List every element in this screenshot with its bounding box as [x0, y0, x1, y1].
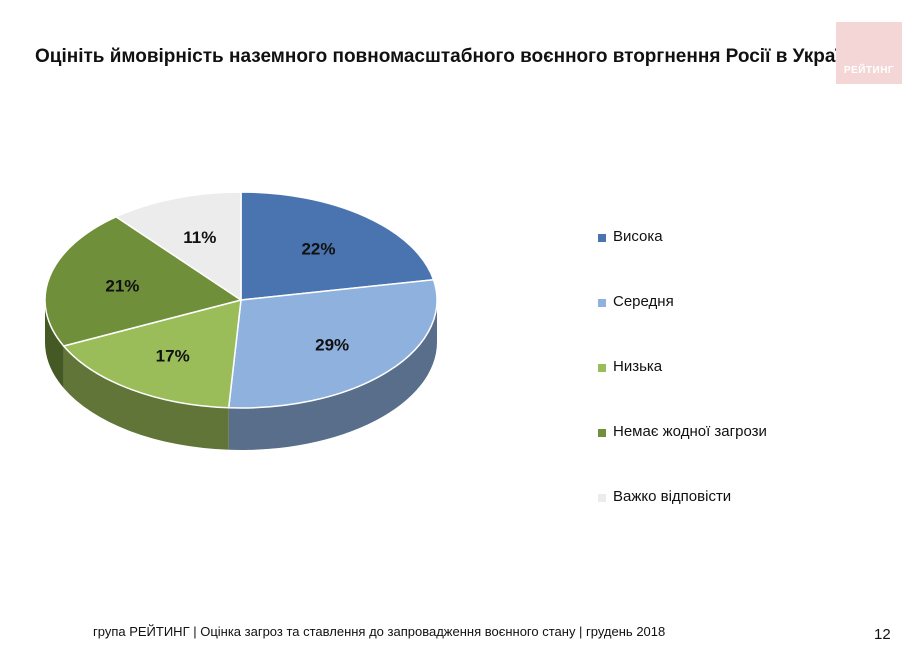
logo-text: РЕЙТИНГ — [843, 65, 895, 76]
pie-side-4 — [45, 300, 64, 388]
legend-label: Важко відповісти — [613, 488, 732, 505]
legend-label: Низька — [613, 358, 663, 375]
legend-item: Середня — [598, 293, 858, 358]
pie-tops — [44, 191, 438, 409]
legend-swatch — [598, 364, 606, 372]
legend-swatch — [598, 299, 606, 307]
pie-side-3 — [63, 345, 229, 450]
footer-text: група РЕЙТИНГ | Оцінка загроз та ставлен… — [93, 624, 666, 639]
legend-label: Немає жодної загрози — [613, 423, 767, 440]
legend-label: Середня — [613, 293, 674, 310]
pie-labels: 22% 29% 17% 21% 11% — [105, 228, 349, 365]
page-number: 12 — [874, 626, 891, 643]
slice-label-4: 21% — [105, 276, 139, 295]
legend-item: Важко відповісти — [598, 488, 858, 553]
legend-swatch — [598, 494, 606, 502]
slice-label-2: 29% — [315, 335, 349, 354]
pie-side-2 — [228, 300, 437, 450]
legend-item: Низька — [598, 358, 858, 423]
rating-logo: РЕЙТИНГ — [836, 22, 902, 84]
slice-label-3: 17% — [156, 346, 190, 365]
chart-legend: Висока Середня Низька Немає жодної загрози В… — [598, 228, 858, 553]
pie-slice-3 — [62, 298, 242, 409]
pie-sides — [45, 300, 437, 450]
legend-item: Немає жодної загрози — [598, 423, 858, 488]
pie-slice-2 — [227, 278, 438, 409]
slice-label-5: 11% — [183, 228, 216, 247]
chart-title: Оцініть ймовірність наземного повномасшт… — [35, 46, 875, 67]
pie-slice-1 — [240, 191, 435, 301]
legend-swatch — [598, 429, 606, 437]
slice-label-1: 22% — [301, 239, 335, 258]
legend-label: Висока — [613, 228, 663, 245]
pie-slice-5 — [114, 191, 242, 302]
pie-slice-4 — [44, 215, 243, 347]
legend-swatch — [598, 234, 606, 242]
legend-item: Висока — [598, 228, 858, 293]
